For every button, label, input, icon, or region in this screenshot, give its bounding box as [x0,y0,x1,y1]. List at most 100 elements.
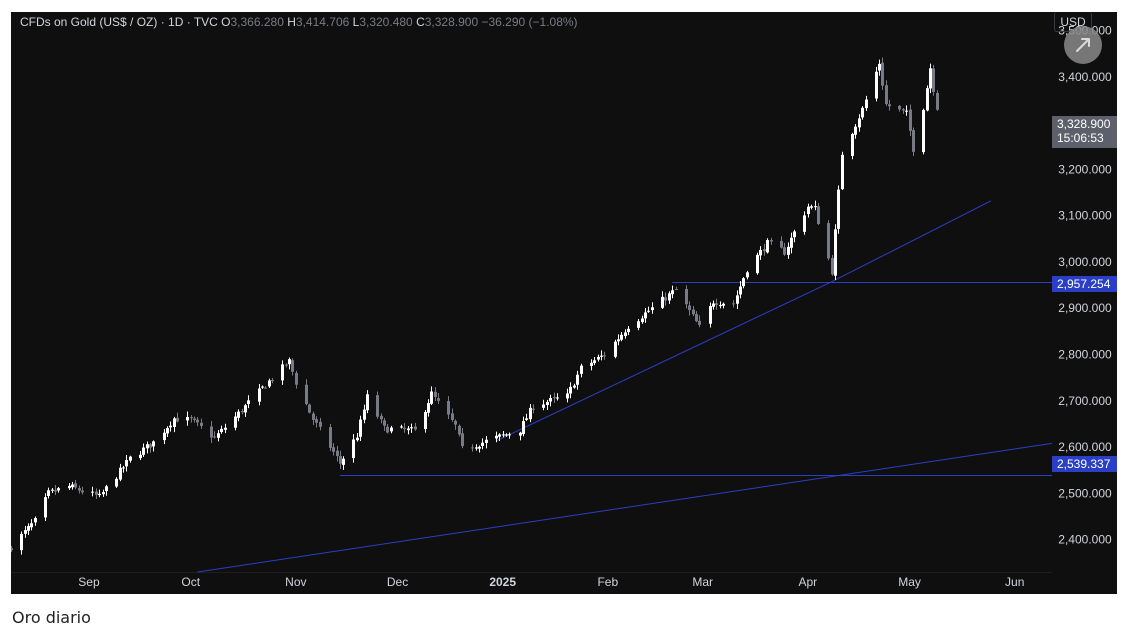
candle-body [865,99,868,109]
candle-body [566,393,569,399]
candle-body [898,105,901,110]
candle-body [905,110,908,112]
candle-body [424,411,427,430]
candle-body [200,422,203,426]
candle-body [47,490,50,496]
trendline [197,442,1053,573]
trendline [831,200,992,283]
y-tick-label: 3,400.000 [1058,70,1112,84]
expand-button[interactable] [1064,26,1102,64]
candle-body [27,526,30,531]
chart-panel[interactable]: 3,500.0003,400.0003,300.0003,200.0003,10… [11,12,1117,594]
candle-body [34,517,37,523]
candle-body [549,398,552,402]
candle-body [505,434,508,436]
candle-body [553,397,556,399]
y-tick-label: 3,000.000 [1058,255,1112,269]
candle-body [841,154,844,190]
candle-body [125,460,128,467]
candle-body [478,446,481,449]
candle-body [176,417,179,422]
candle-body [793,231,796,238]
candle-body [261,386,264,388]
candle-body [383,420,386,426]
candle-body [281,364,284,381]
x-tick-label: Feb [597,575,618,589]
candle-body [624,332,627,337]
candle-body [258,388,261,402]
candle-body [430,391,433,404]
candle-body [620,334,623,340]
candle-body [542,404,545,408]
candle-body [403,427,406,430]
candle-body [912,130,915,152]
close-value: 3,328.900 [424,15,479,29]
candle-body [142,447,145,455]
y-tick-label: 2,500.000 [1058,486,1112,500]
candle-body [105,486,108,492]
candle-body [329,427,332,448]
candle-body [220,428,223,433]
candle-body [861,107,864,118]
candle-body [149,444,152,448]
candle-body [81,490,84,493]
x-tick-label: 2025 [489,575,516,589]
candle-body [851,133,854,156]
candle-body [74,483,77,488]
candle-body [54,490,57,492]
candle-body [719,305,722,307]
candle-body [271,379,274,381]
candle-body [376,395,379,417]
candle-body [576,374,579,385]
candle-body [288,359,291,365]
candle-body [885,85,888,105]
y-tick-label: 3,100.000 [1058,209,1112,223]
candle-body [352,439,355,459]
level-tag-lower: 2,539.337 [1052,456,1117,472]
candle-body [597,356,600,360]
candle-body [759,249,762,256]
candle-body [386,426,389,433]
candle-body [339,456,342,464]
candle-body [580,365,583,374]
ohlc-legend: CFDs on Gold (US$ / OZ) · 1D · TVC O3,36… [20,15,578,29]
candle-body [644,312,647,319]
candle-body [502,434,505,436]
candle-body [213,436,216,438]
candle-body [593,360,596,364]
candle-body [315,419,318,423]
candle-body [831,257,834,275]
candle-body [739,286,742,295]
candle-body [485,439,488,443]
x-tick-label: May [898,575,921,589]
low-label: L [352,15,360,29]
candle-body [451,413,454,420]
price-chart[interactable]: 3,500.0003,400.0003,300.0003,200.0003,10… [11,12,1117,594]
candle-body [519,432,522,436]
candle-body [190,417,193,419]
y-tick-label: 2,400.000 [1058,533,1112,547]
candle-body [722,303,725,306]
candle-body [875,71,878,99]
symbol-title[interactable]: CFDs on Gold (US$ / OZ) · 1D · TVC [20,15,218,29]
candle-body [115,478,118,487]
candle-body [241,411,244,413]
y-tick-label: 3,200.000 [1058,162,1112,176]
close-label: C [416,15,425,29]
candle-body [525,418,528,420]
candle-body [698,320,701,325]
candle-body [119,467,122,480]
candle-body [790,237,793,248]
candle-body [508,434,511,436]
candle-body [600,355,603,357]
bar-countdown: 15:06:53 [1057,131,1104,145]
candle-body [746,272,749,278]
candle-body [366,394,369,411]
candle-body [247,400,250,405]
x-tick-label: Apr [799,575,818,589]
candle-body [186,416,189,421]
candle-body [627,328,630,333]
expand-arrow-icon [1076,38,1090,52]
candle-body [742,278,745,287]
candle-body [285,364,288,366]
